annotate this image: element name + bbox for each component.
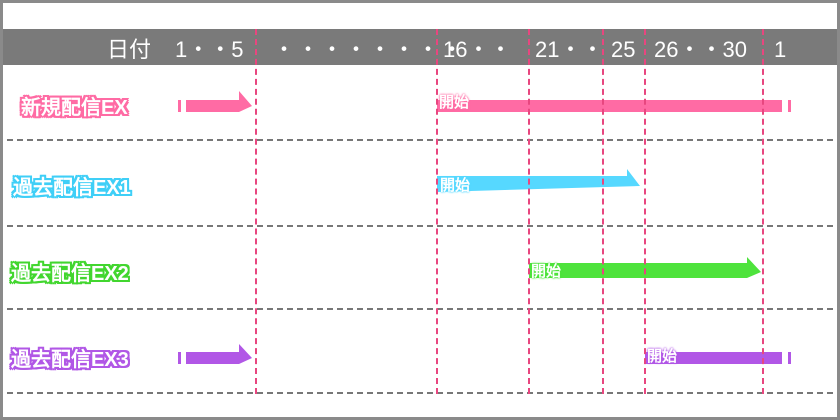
row-separator <box>7 225 833 227</box>
start-label-ex3: 開始 <box>647 348 678 365</box>
start-label-new: 開始 <box>439 94 470 111</box>
bar-start-tick <box>178 352 181 364</box>
date-divider-21 <box>528 29 530 394</box>
start-label-ex2: 開始 <box>531 263 562 280</box>
bar-new-main <box>437 100 782 112</box>
header-col-1-next: 1 <box>774 37 787 62</box>
header-date-label: 日付 <box>107 37 152 62</box>
start-label-ex1: 開始 <box>440 177 471 194</box>
date-divider-25 <box>602 29 604 394</box>
row-separator <box>7 139 833 141</box>
bar-start-tick <box>178 100 181 112</box>
bar-arrow-ex1 <box>437 169 640 192</box>
header-col-dots: ・・・・・・・・ <box>273 37 466 62</box>
bar-arrow-new-early <box>186 91 252 112</box>
date-header-bar <box>3 29 837 65</box>
date-divider-month-end <box>762 29 764 394</box>
bar-end-tick <box>788 100 791 112</box>
header-col-1-5: 1・・5 <box>175 37 244 62</box>
row-separator <box>7 308 833 310</box>
row-label-ex3: 過去配信EX3 <box>11 349 129 371</box>
header-col-16: 16・・ <box>443 37 512 62</box>
row-label-ex1: 過去配信EX1 <box>13 177 131 199</box>
row-separator <box>7 392 833 394</box>
bar-arrow-ex3-early <box>186 344 252 364</box>
date-divider-16 <box>436 29 438 394</box>
header-col-25: 25 <box>611 37 636 62</box>
header-col-21: 21・・ <box>535 37 604 62</box>
bar-end-tick <box>788 352 791 364</box>
header-col-26-30: 26・・30 <box>654 37 747 62</box>
date-divider-26 <box>644 29 646 394</box>
row-label-new: 新規配信EX <box>21 97 128 119</box>
date-divider-5 <box>255 29 257 394</box>
row-label-ex2: 過去配信EX2 <box>11 263 129 285</box>
bar-ex3-main <box>645 352 782 364</box>
